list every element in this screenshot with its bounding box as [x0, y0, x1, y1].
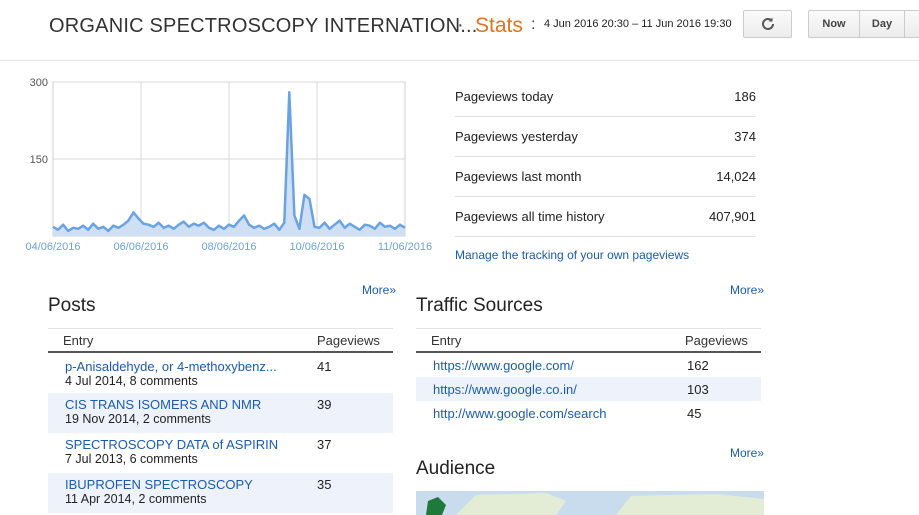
x-tick-label: 06/06/2016	[113, 241, 168, 253]
world-map-image	[416, 491, 764, 515]
stats-header: ORGANIC SPECTROSCOPY INTERNATION... · St…	[0, 0, 919, 61]
pageview-metrics: Pageviews today 186 Pageviews yesterday …	[455, 77, 756, 237]
post-pageviews: 41	[317, 359, 332, 374]
column-entry: Entry	[431, 332, 462, 348]
column-pageviews: Pageviews	[685, 332, 748, 348]
post-title-link[interactable]: IBUPROFEN SPECTROSCOPY	[65, 477, 253, 492]
audience-map[interactable]	[416, 491, 764, 515]
table-row: https://www.google.co.in/ 103	[416, 377, 761, 401]
table-row: SPECTROSCOPY DATA of ASPIRIN 7 Jul 2013,…	[48, 433, 393, 473]
pageviews-chart: 300 150 04/06/2016 06/06/2016 08/06/2016 10/0…	[25, 77, 432, 253]
column-pageviews: Pageviews	[317, 332, 380, 348]
post-meta: 4 Jul 2014, 8 comments	[65, 374, 198, 388]
table-row: http://www.google.com/search 45	[416, 401, 761, 425]
post-meta: 7 Jul 2013, 6 comments	[65, 452, 198, 466]
post-pageviews: 39	[317, 397, 332, 412]
post-title-link[interactable]: p-Anisaldehyde, or 4-methoxybenz...	[65, 359, 277, 374]
posts-title: Posts	[48, 295, 96, 316]
posts-more-link[interactable]: More»	[362, 283, 397, 297]
column-entry: Entry	[63, 332, 94, 348]
blog-title[interactable]: ORGANIC SPECTROSCOPY INTERNATION...	[49, 15, 478, 37]
metric-label: Pageviews last month	[455, 169, 582, 184]
metric-label: Pageviews yesterday	[455, 129, 578, 144]
post-meta: 11 Apr 2014, 2 comments	[65, 492, 207, 506]
table-row: IBUPROFEN SPECTROSCOPY 11 Apr 2014, 2 co…	[48, 473, 393, 513]
traffic-more-link[interactable]: More»	[730, 283, 765, 297]
traffic-pageviews: 45	[687, 405, 702, 421]
table-row: p-Anisaldehyde, or 4-methoxybenz... 4 Ju…	[48, 353, 393, 393]
traffic-table-header: Entry Pageviews	[416, 328, 761, 353]
traffic-sources-table: Entry Pageviews https://www.google.com/ …	[416, 328, 761, 425]
metric-all-time: Pageviews all time history 407,901	[455, 197, 756, 237]
x-tick-label: 11/06/2016	[378, 241, 432, 253]
table-row: https://www.google.com/ 162	[416, 353, 761, 377]
posts-table-header: Entry Pageviews	[48, 328, 393, 353]
y-tick-label: 300	[30, 77, 48, 89]
traffic-source-link[interactable]: https://www.google.co.in/	[433, 381, 577, 397]
traffic-source-link[interactable]: https://www.google.com/	[433, 357, 574, 373]
posts-table: Entry Pageviews p-Anisaldehyde, or 4-met…	[48, 328, 393, 513]
day-button[interactable]: Day	[859, 10, 905, 38]
post-meta: 19 Nov 2014, 2 comments	[65, 412, 211, 426]
x-tick-label: 04/06/2016	[25, 241, 80, 253]
post-pageviews: 35	[317, 477, 332, 492]
traffic-pageviews: 103	[687, 381, 709, 397]
post-pageviews: 37	[317, 437, 332, 452]
series-line	[52, 91, 406, 233]
page-title: Stats	[475, 14, 523, 37]
audience-more-link[interactable]: More»	[730, 446, 765, 460]
traffic-source-link[interactable]: http://www.google.com/search	[433, 405, 607, 421]
refresh-button[interactable]	[743, 10, 792, 38]
title-separator: ·	[457, 14, 464, 36]
metric-last-month: Pageviews last month 14,024	[455, 157, 756, 197]
range-separator: :	[531, 16, 536, 33]
metric-today: Pageviews today 186	[455, 77, 756, 117]
table-row: CIS TRANS ISOMERS AND NMR 19 Nov 2014, 2…	[48, 393, 393, 433]
now-button[interactable]: Now	[808, 10, 860, 38]
metric-value: 407,901	[709, 209, 756, 224]
metric-value: 186	[734, 89, 756, 104]
post-title-link[interactable]: CIS TRANS ISOMERS AND NMR	[65, 397, 262, 412]
traffic-pageviews: 162	[687, 357, 709, 373]
metric-yesterday: Pageviews yesterday 374	[455, 117, 756, 157]
range-next-button[interactable]	[904, 10, 919, 38]
post-title-link[interactable]: SPECTROSCOPY DATA of ASPIRIN	[65, 437, 279, 452]
manage-tracking-link[interactable]: Manage the tracking of your own pageview…	[455, 248, 690, 262]
date-range: 4 Jun 2016 20:30 – 11 Jun 2016 19:30	[544, 18, 732, 30]
audience-title: Audience	[416, 458, 496, 479]
refresh-icon	[761, 17, 774, 30]
y-tick-label: 150	[30, 154, 48, 166]
metric-value: 14,024	[716, 169, 756, 184]
traffic-sources-title: Traffic Sources	[416, 295, 543, 316]
metric-label: Pageviews all time history	[455, 209, 605, 224]
metric-value: 374	[734, 129, 756, 144]
x-tick-label: 10/06/2016	[289, 241, 344, 253]
metric-label: Pageviews today	[455, 89, 554, 104]
x-tick-label: 08/06/2016	[201, 241, 256, 253]
